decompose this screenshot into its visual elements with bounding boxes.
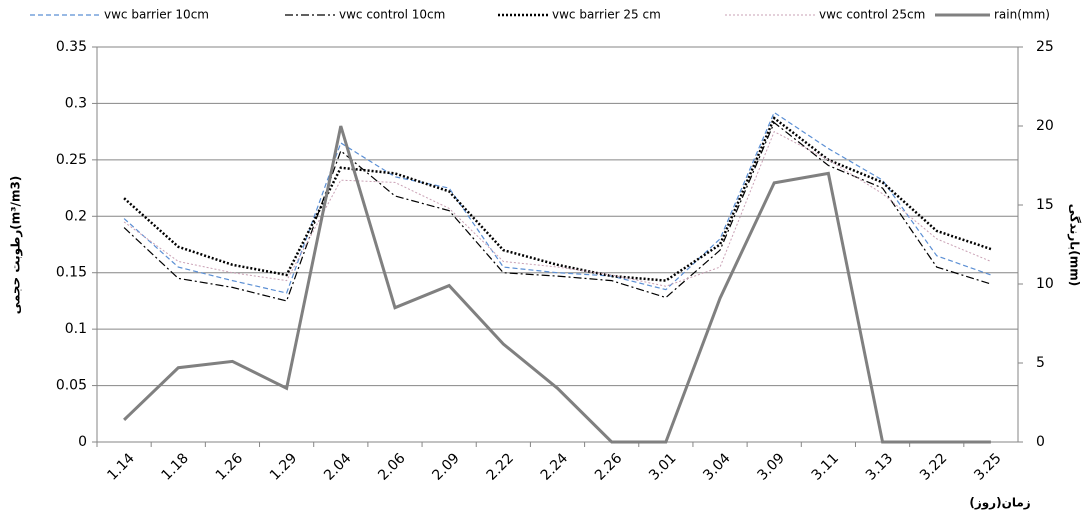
y2-tick-label: 0 xyxy=(1036,434,1045,450)
y2-tick-label: 20 xyxy=(1036,118,1054,134)
x-tick-label: 1.14 xyxy=(104,450,137,483)
x-tick-label: 2.04 xyxy=(321,450,354,483)
y-tick-label: 0.3 xyxy=(65,95,87,111)
x-tick-label: 3.01 xyxy=(646,450,679,483)
series-line xyxy=(123,130,992,287)
legend-label: rain(mm) xyxy=(994,8,1050,22)
y2-tick-label: 25 xyxy=(1036,39,1054,55)
y-axis-title: رطوبت حجمی(m³/m3) xyxy=(9,176,24,315)
x-tick-label: 3.13 xyxy=(863,450,896,483)
y2-tick-label: 10 xyxy=(1036,276,1054,292)
x-tick-label: 1.18 xyxy=(159,450,192,483)
x-tick-label: 3.25 xyxy=(971,450,1004,483)
y-tick-label: 0.35 xyxy=(56,39,87,55)
y2-axis-title: بارندگی(mm) xyxy=(1068,204,1082,286)
y-tick-label: 0.15 xyxy=(56,265,87,281)
x-tick-label: 2.09 xyxy=(429,450,462,483)
y2-tick-label: 5 xyxy=(1036,355,1045,371)
x-tick-label: 1.29 xyxy=(267,450,300,483)
legend-label: vwc control 25cm xyxy=(819,8,925,22)
y-tick-label: 0.1 xyxy=(65,321,87,337)
y-tick-label: 0 xyxy=(78,434,87,450)
y-tick-label: 0.2 xyxy=(65,208,87,224)
x-tick-label: 1.26 xyxy=(213,450,246,483)
x-tick-label: 2.06 xyxy=(375,450,408,483)
x-tick-label: 3.22 xyxy=(917,450,950,483)
y-tick-label: 0.05 xyxy=(56,378,87,394)
x-tick-label: 2.24 xyxy=(538,450,571,483)
series-line xyxy=(123,121,992,302)
series-line xyxy=(123,116,992,282)
legend-label: vwc control 10cm xyxy=(339,8,445,22)
x-tick-label: 2.26 xyxy=(592,450,625,483)
series-line xyxy=(123,125,991,444)
y-tick-label: 0.25 xyxy=(56,152,87,168)
legend: vwc barrier 10cm vwc control 10cm vwc barr… xyxy=(30,8,1050,22)
y2-tick-label: 15 xyxy=(1036,197,1054,213)
x-tick-label: 2.22 xyxy=(484,450,517,483)
x-tick-label: 3.04 xyxy=(700,450,733,483)
legend-label: vwc barrier 10cm xyxy=(104,8,209,22)
x-axis-title: زمان(روز) xyxy=(969,496,1030,511)
legend-label: vwc barrier 25 cm xyxy=(552,8,661,22)
x-tick-label: 3.09 xyxy=(755,450,788,483)
x-tick-label: 3.11 xyxy=(809,450,842,483)
